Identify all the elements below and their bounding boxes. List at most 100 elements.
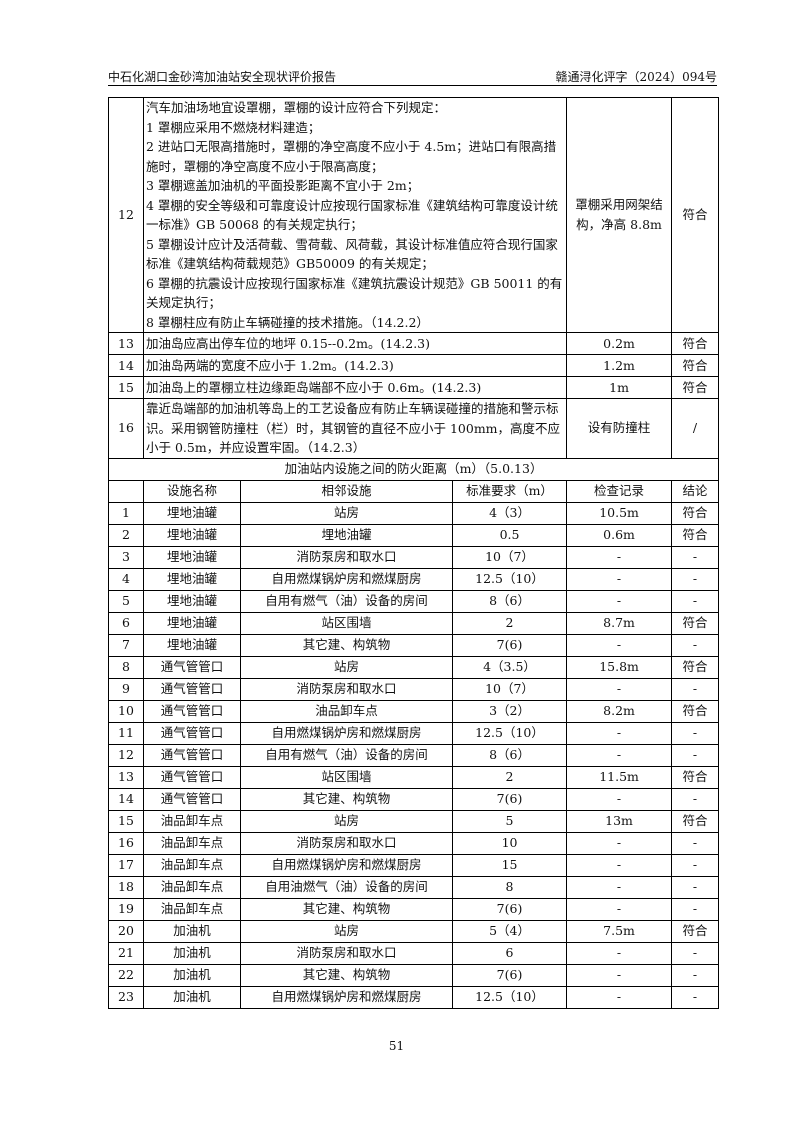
requirement-row: 16 靠近岛端部的加油机等岛上的工艺设备应有防止车辆误碰撞的措施和警示标识。采用钢… bbox=[108, 398, 720, 459]
conclusion: - bbox=[671, 941, 720, 965]
standard-requirement: 15 bbox=[451, 853, 568, 877]
row-number: 11 bbox=[108, 721, 144, 745]
standard-requirement: 5 bbox=[451, 809, 568, 833]
column-header: 相邻设施 bbox=[240, 479, 453, 503]
standard-requirement: 12.5（10） bbox=[451, 567, 568, 591]
row-number: 13 bbox=[108, 765, 144, 789]
conclusion: - bbox=[671, 567, 720, 591]
adjacent-facility: 站区围墙 bbox=[240, 765, 453, 789]
requirement-line: 加油岛上的罩棚立柱边缘距岛端部不应小于 0.6m。(14.2.3) bbox=[146, 379, 482, 395]
table-row: 12 通气管管口 自用有燃气（油）设备的房间 8（6） - - bbox=[108, 743, 720, 767]
requirement-row: 14 加油岛两端的宽度不应小于 1.2m。(14.2.3) 1.2m 符合 bbox=[108, 354, 720, 377]
conclusion: - bbox=[671, 743, 720, 767]
adjacent-facility: 站房 bbox=[240, 809, 453, 833]
table-row: 5 埋地油罐 自用有燃气（油）设备的房间 8（6） - - bbox=[108, 589, 720, 613]
requirement-text: 加油岛应高出停车位的地坪 0.15--0.2m。(14.2.3) bbox=[142, 332, 568, 355]
conclusion: - bbox=[671, 633, 720, 657]
requirement-line: 3 罩棚遮盖加油机的平面投影距离不宜小于 2m； bbox=[146, 178, 420, 193]
standard-requirement: 6 bbox=[451, 941, 568, 965]
table-row: 17 油品卸车点 自用燃煤锅炉房和燃煤厨房 15- - bbox=[108, 853, 720, 877]
conclusion: 符合 bbox=[671, 919, 720, 943]
standard-requirement: 8（6） bbox=[451, 743, 568, 767]
standard-requirement: 5（4） bbox=[451, 919, 568, 943]
table-row: 7 埋地油罐 其它建、构筑物 7(6) - - bbox=[108, 633, 720, 657]
conclusion: - bbox=[671, 853, 720, 877]
column-header-row: 设施名称 相邻设施 标准要求（m） 检查记录 结论 bbox=[108, 479, 720, 503]
check-record: - bbox=[566, 743, 673, 767]
facility-name: 埋地油罐 bbox=[143, 545, 241, 569]
standard-requirement: 3（2） bbox=[451, 699, 568, 723]
table-row: 6 埋地油罐 站区围墙 2 8.7m 符合 bbox=[108, 611, 720, 635]
requirement-line: 汽车加油场地宜设罩棚，罩棚的设计应符合下列规定： bbox=[146, 100, 447, 115]
row-number: 7 bbox=[108, 633, 144, 657]
row-number: 14 bbox=[108, 787, 144, 811]
row-number: 15 bbox=[108, 376, 144, 399]
facility-name: 油品卸车点 bbox=[143, 809, 241, 833]
adjacent-facility: 自用燃煤锅炉房和燃煤厨房 bbox=[240, 853, 453, 877]
table-row: 20 加油机 站房 5（4） 7.5m 符合 bbox=[108, 919, 720, 943]
row-number: 12 bbox=[108, 97, 144, 333]
conclusion: 符合 bbox=[671, 611, 720, 635]
conclusion: - bbox=[671, 831, 720, 855]
adjacent-facility: 站房 bbox=[240, 655, 453, 679]
conclusion: 符合 bbox=[671, 376, 720, 399]
standard-requirement: 0.5 bbox=[451, 523, 568, 547]
requirement-row: 15 加油岛上的罩棚立柱边缘距岛端部不应小于 0.6m。(14.2.3) 1m 符合 bbox=[108, 376, 720, 399]
conclusion: - bbox=[671, 545, 720, 569]
standard-requirement: 2 bbox=[451, 765, 568, 789]
table-row: 8 通气管管口 站房 4（3.5） 15.8m 符合 bbox=[108, 655, 720, 679]
check-record: - bbox=[566, 875, 673, 899]
adjacent-facility: 自用油燃气（油）设备的房间 bbox=[240, 875, 453, 899]
requirement-text: 加油岛上的罩棚立柱边缘距岛端部不应小于 0.6m。(14.2.3) bbox=[142, 376, 568, 399]
row-number: 10 bbox=[108, 699, 144, 723]
requirement-line: 6 罩棚的抗震设计应按现行国家标准《建筑抗震设计规范》GB 50011 的有关规… bbox=[146, 275, 563, 311]
standard-requirement: 7(6) bbox=[451, 897, 568, 921]
requirement-text: 加油岛两端的宽度不应小于 1.2m。(14.2.3) bbox=[142, 354, 568, 377]
requirement-line: 加油岛应高出停车位的地坪 0.15--0.2m。(14.2.3) bbox=[146, 335, 430, 351]
table-row: 18 油品卸车点 自用油燃气（油）设备的房间 8- - bbox=[108, 875, 720, 899]
standard-requirement: 4（3） bbox=[451, 501, 568, 525]
requirement-row: 12 汽车加油场地宜设罩棚，罩棚的设计应符合下列规定： 1 罩棚应采用不燃烧材料建造… bbox=[108, 97, 720, 333]
standard-requirement: 4（3.5） bbox=[451, 655, 568, 679]
check-record: - bbox=[566, 985, 673, 1009]
requirement-line: 2 进站口无限高措施时，罩棚的净空高度不应小于 4.5m；进站口有限高措施时，罩… bbox=[146, 139, 557, 174]
table-row: 22 加油机 其它建、构筑物 7(6) - - bbox=[108, 963, 720, 987]
table-row: 9 通气管管口 消防泵房和取水口 10（7） - - bbox=[108, 677, 720, 701]
page-header: 中石化湖口金砂湾加油站安全现状评价报告 赣通浔化评字（2024）094号 bbox=[108, 68, 717, 86]
standard-requirement: 12.5（10） bbox=[451, 985, 568, 1009]
facility-name: 加油机 bbox=[143, 985, 241, 1009]
table-row: 2 埋地油罐 埋地油罐 0.5 0.6m 符合 bbox=[108, 523, 720, 547]
adjacent-facility: 其它建、构筑物 bbox=[240, 897, 453, 921]
table-row: 11 通气管管口 自用燃煤锅炉房和燃煤厨房 12.5（10） - - bbox=[108, 721, 720, 745]
facility-name: 油品卸车点 bbox=[143, 875, 241, 899]
table-row: 13 通气管管口 站区围墙 2 11.5m 符合 bbox=[108, 765, 720, 789]
check-record: 1.2m bbox=[566, 354, 673, 377]
facility-name: 通气管管口 bbox=[143, 765, 241, 789]
section-title: 加油站内设施之间的防火距离（m）（5.0.13） bbox=[107, 457, 720, 481]
table-row: 15 油品卸车点 站房 5 13m 符合 bbox=[108, 809, 720, 833]
page-number: 51 bbox=[388, 1039, 405, 1053]
facility-name: 通气管管口 bbox=[143, 787, 241, 811]
adjacent-facility: 其它建、构筑物 bbox=[240, 633, 453, 657]
column-header: 标准要求（m） bbox=[451, 479, 568, 503]
facility-name: 加油机 bbox=[143, 963, 241, 987]
check-record: 0.2m bbox=[566, 332, 673, 355]
facility-name: 埋地油罐 bbox=[143, 501, 241, 525]
adjacent-facility: 自用有燃气（油）设备的房间 bbox=[240, 743, 453, 767]
row-number: 8 bbox=[108, 655, 144, 679]
row-number: 14 bbox=[108, 354, 144, 377]
conclusion: 符合 bbox=[671, 765, 720, 789]
conclusion: - bbox=[671, 897, 720, 921]
requirement-text: 靠近岛端部的加油机等岛上的工艺设备应有防止车辆误碰撞的措施和警示标识。采用钢管防… bbox=[142, 398, 568, 459]
row-number: 6 bbox=[108, 611, 144, 635]
conclusion: - bbox=[671, 721, 720, 745]
check-record: - bbox=[566, 589, 673, 613]
standard-requirement: 8 bbox=[451, 875, 568, 899]
adjacent-facility: 消防泵房和取水口 bbox=[240, 677, 453, 701]
row-number: 20 bbox=[108, 919, 144, 943]
check-record: - bbox=[566, 633, 673, 657]
row-number: 9 bbox=[108, 677, 144, 701]
adjacent-facility: 其它建、构筑物 bbox=[240, 963, 453, 987]
conclusion: - bbox=[671, 985, 720, 1009]
table-row: 19 油品卸车点 其它建、构筑物 7(6) - - bbox=[108, 897, 720, 921]
